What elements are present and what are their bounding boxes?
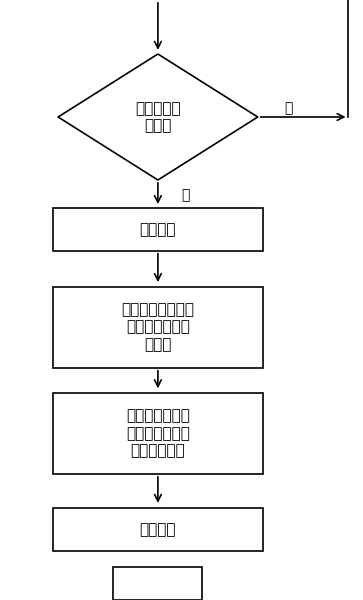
Text: 界面布局，获取到
切换方向后界面
的图像: 界面布局，获取到 切换方向后界面 的图像	[121, 302, 195, 352]
Text: 否: 否	[284, 101, 293, 115]
Bar	[53, 508, 263, 551]
Bar	[53, 286, 263, 367]
Bar	[113, 566, 203, 600]
Text: 解冻屏幕: 解冻屏幕	[140, 521, 176, 536]
Text: 根据获取到的图
像和切换的角度
播放旋转动画: 根据获取到的图 像和切换的角度 播放旋转动画	[126, 408, 190, 458]
Text: 冻结屏幕: 冻结屏幕	[140, 221, 176, 236]
Bar	[53, 208, 263, 251]
Bar	[53, 392, 263, 474]
Text: 是: 是	[181, 188, 189, 203]
Text: 屏幕方向是
否变化: 屏幕方向是 否变化	[135, 101, 181, 133]
